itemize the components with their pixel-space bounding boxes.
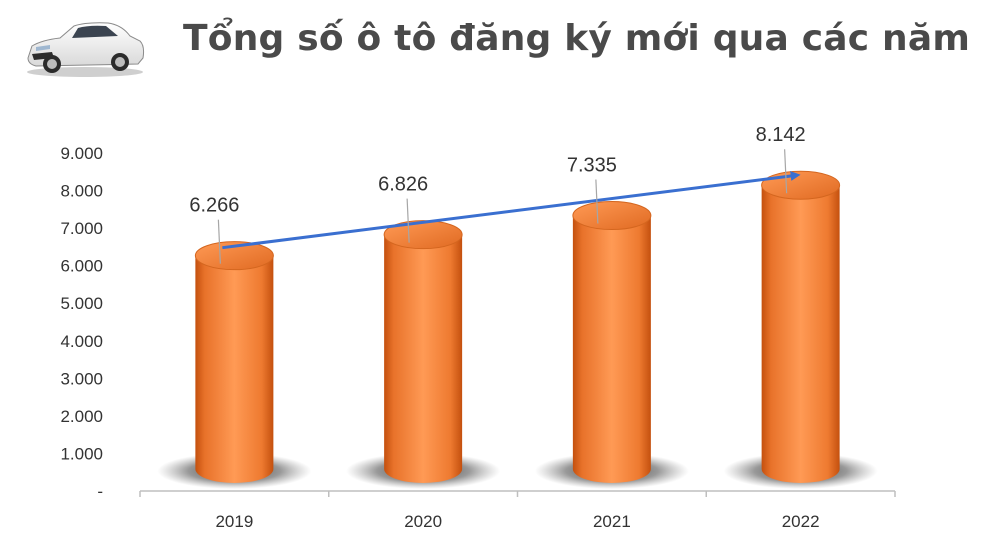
data-labels-group: 6.266 6.826 7.335 8.142 [189, 124, 806, 264]
data-label: 7.335 [567, 155, 617, 177]
chart-title: Tổng số ô tô đăng ký mới qua các năm [183, 18, 971, 59]
x-category-label: 2022 [782, 512, 820, 531]
bars-group [157, 170, 878, 489]
x-axis-ticks [139, 491, 896, 497]
data-label: 6.826 [378, 174, 428, 196]
bar-2021 [572, 215, 651, 483]
y-tick-label: 1.000 [60, 444, 103, 463]
bar-top-2021 [572, 201, 652, 231]
data-label-leader [595, 179, 599, 224]
car-icon [27, 22, 145, 77]
data-label-leader [784, 149, 788, 194]
y-tick-label: - [97, 482, 103, 501]
y-tick-label: 8.000 [60, 182, 103, 201]
trend-arrow [222, 171, 801, 250]
bar-top-2022 [761, 170, 841, 200]
bar-2022 [761, 185, 840, 484]
y-tick-label: 2.000 [60, 407, 103, 426]
x-category-label: 2020 [404, 512, 442, 531]
y-axis-tick-labels: - 1.000 2.000 3.000 4.000 5.000 6.000 7.000 8.00… [60, 144, 103, 501]
y-tick-label: 4.000 [60, 332, 103, 351]
y-tick-label: 9.000 [60, 144, 103, 163]
data-label-leader [406, 198, 410, 243]
data-label-leader [217, 219, 221, 264]
x-category-label: 2021 [593, 512, 631, 531]
bar-2020 [384, 234, 463, 483]
bar-top-2020 [383, 220, 463, 250]
x-category-label: 2019 [215, 512, 253, 531]
y-tick-label: 6.000 [60, 257, 103, 276]
x-axis-category-labels: 2019 2020 2021 2022 [215, 512, 819, 531]
data-label: 8.142 [756, 124, 806, 146]
data-label: 6.266 [189, 195, 239, 217]
bar-2019 [195, 255, 274, 483]
y-tick-label: 7.000 [60, 219, 103, 238]
bar-top-2019 [194, 241, 274, 271]
y-tick-label: 3.000 [60, 369, 103, 388]
y-tick-label: 5.000 [60, 294, 103, 313]
